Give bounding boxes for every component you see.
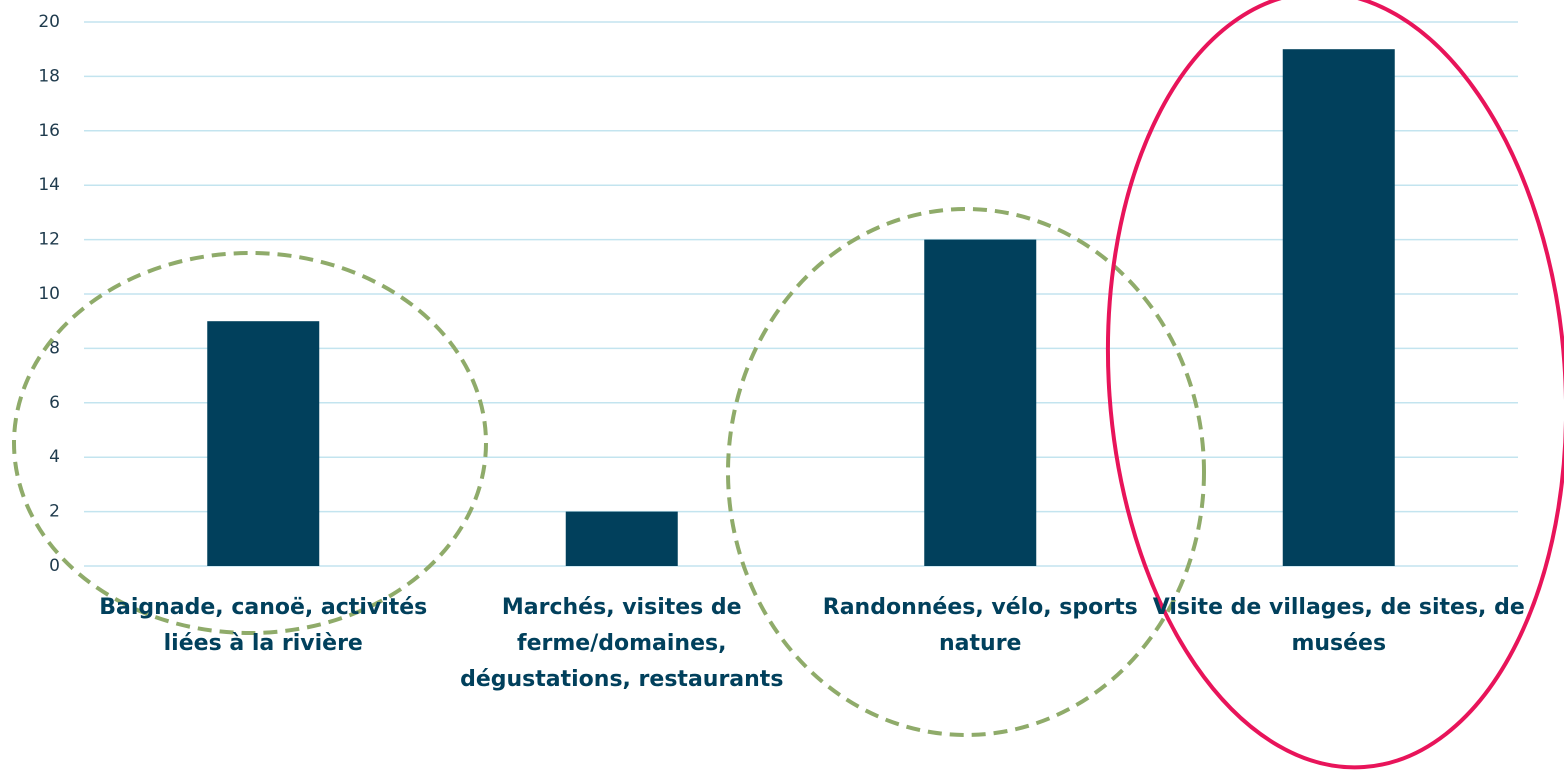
y-tick-label: 16 (38, 121, 60, 141)
y-tick-label: 14 (38, 175, 60, 195)
bar (565, 511, 678, 566)
y-tick-label: 12 (38, 230, 60, 250)
highlight-ellipse (1105, 0, 1564, 770)
y-tick-label: 0 (49, 556, 60, 576)
x-tick-label: Marchés, visites de ferme/domaines, dégu… (460, 595, 784, 692)
bar (924, 239, 1037, 566)
y-tick-label: 4 (49, 447, 60, 467)
highlight-ellipse (12, 251, 488, 635)
y-tick-label: 10 (38, 284, 60, 304)
y-tick-label: 2 (49, 502, 60, 522)
bar (1282, 49, 1395, 566)
x-tick-label: Randonnées, vélo, sports nature (822, 595, 1138, 656)
y-tick-label: 6 (49, 393, 60, 413)
y-tick-label: 18 (38, 66, 60, 86)
y-tick-label: 20 (38, 12, 60, 32)
y-tick-label: 8 (49, 338, 60, 358)
x-tick-label: Visite de villages, de sites, de musées (1152, 595, 1525, 656)
highlight-ellipse (726, 207, 1206, 737)
bar (207, 321, 320, 566)
x-tick-label: Baignade, canoë, activités liées à la ri… (99, 595, 428, 656)
